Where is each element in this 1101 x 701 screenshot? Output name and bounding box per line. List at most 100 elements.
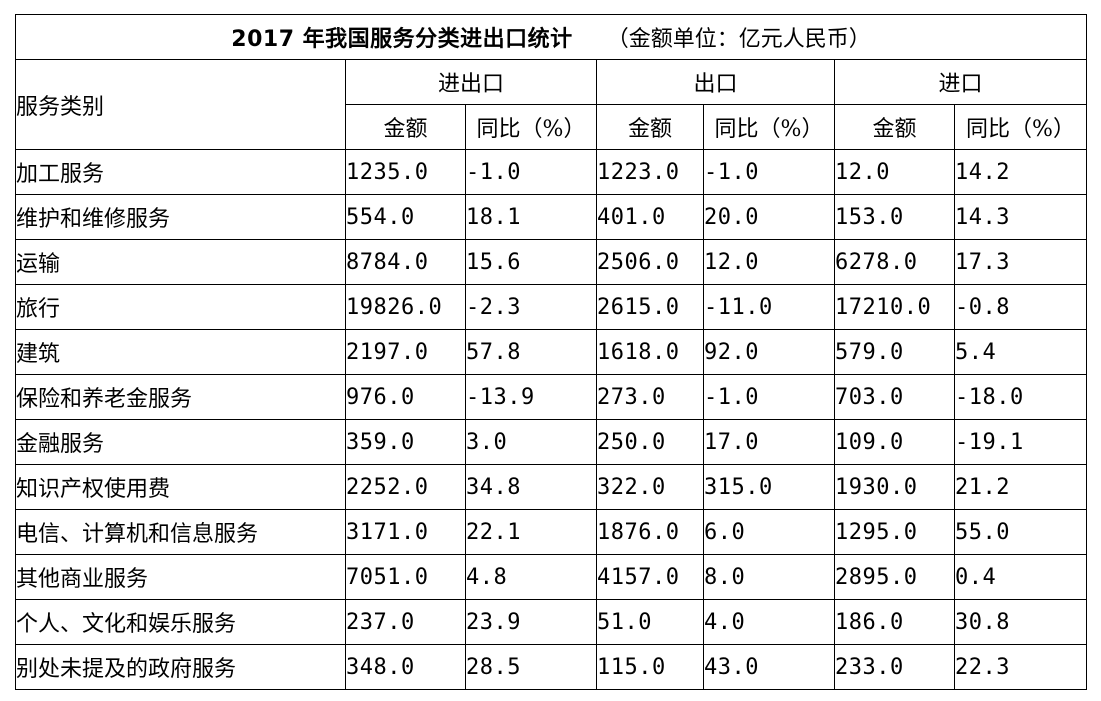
- service-category-name: 别处未提及的政府服务: [15, 644, 346, 690]
- table-row: 加工服务 1235.0 -1.0 1223.0 -1.0 12.0 14.2: [15, 149, 1088, 195]
- table-row: 金融服务 359.0 3.0 250.0 17.0 109.0 -19.1: [15, 419, 1088, 465]
- cell-export-yoy: 315.0: [703, 464, 835, 510]
- cell-total-yoy: 23.9: [465, 599, 597, 645]
- cell-import-yoy: 0.4: [953, 554, 1088, 600]
- cell-export-amount: 401.0: [596, 194, 704, 240]
- service-category-name: 金融服务: [15, 419, 346, 465]
- cell-import-amount: 186.0: [834, 599, 955, 645]
- amount-header-total: 金额: [345, 104, 466, 150]
- cell-export-amount: 1876.0: [596, 509, 704, 555]
- cell-export-amount: 1618.0: [596, 329, 704, 375]
- service-category-name: 电信、计算机和信息服务: [15, 509, 346, 555]
- table-row: 维护和维修服务 554.0 18.1 401.0 20.0 153.0 14.3: [15, 194, 1088, 240]
- group-header-import: 进口: [833, 59, 1088, 105]
- services-trade-table: 2017 年我国服务分类进出口统计 （金额单位：亿元人民币） 服务类别 进出口 出…: [14, 14, 1088, 690]
- cell-import-yoy: 30.8: [953, 599, 1088, 645]
- cell-import-yoy: -18.0: [953, 374, 1088, 420]
- cell-import-yoy: 5.4: [953, 329, 1088, 375]
- cell-total-yoy: -13.9: [465, 374, 597, 420]
- cell-export-yoy: 43.0: [703, 644, 835, 690]
- cell-export-yoy: 6.0: [703, 509, 835, 555]
- cell-import-amount: 6278.0: [834, 239, 955, 285]
- cell-import-amount: 17210.0: [834, 284, 955, 330]
- cell-export-yoy: 4.0: [703, 599, 835, 645]
- category-header: 服务类别: [15, 59, 346, 150]
- cell-export-yoy: 8.0: [703, 554, 835, 600]
- cell-import-yoy: -19.1: [953, 419, 1088, 465]
- cell-total-amount: 976.0: [345, 374, 466, 420]
- cell-total-yoy: 34.8: [465, 464, 597, 510]
- cell-total-yoy: -1.0: [465, 149, 597, 195]
- cell-import-yoy: 17.3: [953, 239, 1088, 285]
- cell-import-amount: 233.0: [834, 644, 955, 690]
- cell-total-yoy: 4.8: [465, 554, 597, 600]
- cell-total-amount: 2197.0: [345, 329, 466, 375]
- cell-import-amount: 579.0: [834, 329, 955, 375]
- cell-export-yoy: 12.0: [703, 239, 835, 285]
- table-row: 其他商业服务 7051.0 4.8 4157.0 8.0 2895.0 0.4: [15, 554, 1088, 600]
- cell-export-amount: 2506.0: [596, 239, 704, 285]
- cell-import-amount: 1295.0: [834, 509, 955, 555]
- cell-export-amount: 250.0: [596, 419, 704, 465]
- service-category-name: 运输: [15, 239, 346, 285]
- service-category-name: 其他商业服务: [15, 554, 346, 600]
- table-row: 别处未提及的政府服务 348.0 28.5 115.0 43.0 233.0 22.3: [15, 644, 1088, 690]
- service-category-name: 保险和养老金服务: [15, 374, 346, 420]
- group-header-export: 出口: [596, 59, 835, 105]
- cell-import-amount: 12.0: [834, 149, 955, 195]
- table-row: 建筑 2197.0 57.8 1618.0 92.0 579.0 5.4: [15, 329, 1088, 375]
- cell-export-amount: 51.0: [596, 599, 704, 645]
- cell-import-amount: 703.0: [834, 374, 955, 420]
- cell-import-amount: 153.0: [834, 194, 955, 240]
- cell-export-amount: 4157.0: [596, 554, 704, 600]
- title-row: 2017 年我国服务分类进出口统计 （金额单位：亿元人民币）: [14, 14, 1088, 60]
- cell-import-yoy: 14.2: [953, 149, 1088, 195]
- yoy-header-export: 同比（%）: [703, 104, 835, 150]
- table-row: 运输 8784.0 15.6 2506.0 12.0 6278.0 17.3: [15, 239, 1088, 285]
- cell-total-amount: 2252.0: [345, 464, 466, 510]
- cell-total-amount: 554.0: [345, 194, 466, 240]
- cell-export-yoy: -1.0: [703, 374, 835, 420]
- cell-import-yoy: 22.3: [953, 644, 1088, 690]
- cell-total-yoy: 3.0: [465, 419, 597, 465]
- amount-header-export: 金额: [596, 104, 704, 150]
- table-row: 个人、文化和娱乐服务 237.0 23.9 51.0 4.0 186.0 30.8: [15, 599, 1088, 645]
- cell-total-amount: 1235.0: [345, 149, 466, 195]
- yoy-header-total: 同比（%）: [465, 104, 597, 150]
- service-category-name: 建筑: [15, 329, 346, 375]
- cell-total-yoy: 18.1: [465, 194, 597, 240]
- cell-export-yoy: -11.0: [703, 284, 835, 330]
- service-category-name: 知识产权使用费: [15, 464, 346, 510]
- cell-export-yoy: 17.0: [703, 419, 835, 465]
- table-title-cell: 2017 年我国服务分类进出口统计 （金额单位：亿元人民币）: [14, 14, 1088, 60]
- cell-export-amount: 1223.0: [596, 149, 704, 195]
- yoy-header-import: 同比（%）: [953, 104, 1088, 150]
- cell-import-amount: 109.0: [834, 419, 955, 465]
- cell-total-amount: 348.0: [345, 644, 466, 690]
- cell-export-amount: 273.0: [596, 374, 704, 420]
- cell-total-yoy: 22.1: [465, 509, 597, 555]
- cell-export-yoy: 20.0: [703, 194, 835, 240]
- amount-header-import: 金额: [834, 104, 955, 150]
- service-category-name: 加工服务: [15, 149, 346, 195]
- cell-import-yoy: 55.0: [953, 509, 1088, 555]
- cell-total-amount: 8784.0: [345, 239, 466, 285]
- cell-total-amount: 359.0: [345, 419, 466, 465]
- service-category-name: 个人、文化和娱乐服务: [15, 599, 346, 645]
- group-header-total: 进出口: [345, 59, 597, 105]
- table-row: 保险和养老金服务 976.0 -13.9 273.0 -1.0 703.0 -18.0: [15, 374, 1088, 420]
- table-title: 2017 年我国服务分类进出口统计: [231, 27, 573, 52]
- cell-export-yoy: -1.0: [703, 149, 835, 195]
- cell-total-amount: 19826.0: [345, 284, 466, 330]
- cell-import-yoy: 21.2: [953, 464, 1088, 510]
- cell-export-amount: 115.0: [596, 644, 704, 690]
- unit-note: （金额单位：亿元人民币）: [606, 27, 871, 52]
- cell-total-amount: 7051.0: [345, 554, 466, 600]
- table-row: 知识产权使用费 2252.0 34.8 322.0 315.0 1930.0 21.2: [15, 464, 1088, 510]
- cell-total-amount: 237.0: [345, 599, 466, 645]
- cell-total-yoy: 28.5: [465, 644, 597, 690]
- cell-export-amount: 2615.0: [596, 284, 704, 330]
- cell-export-amount: 322.0: [596, 464, 704, 510]
- service-category-name: 旅行: [15, 284, 346, 330]
- group-header-row: 服务类别 进出口 出口 进口: [15, 59, 1088, 150]
